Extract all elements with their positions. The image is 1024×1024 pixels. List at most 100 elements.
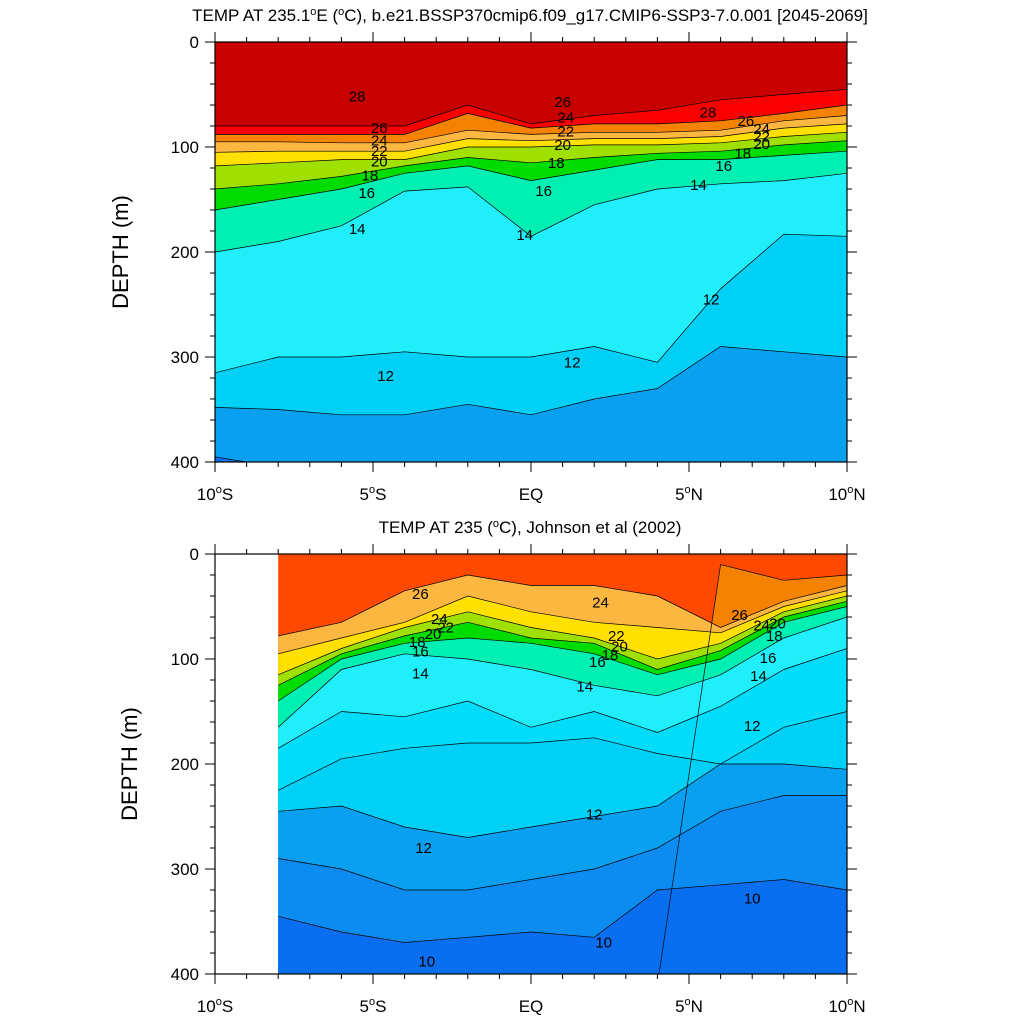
isotherm-13 xyxy=(278,648,847,749)
observation-contour-lines xyxy=(277,564,847,974)
contour-label: 16 xyxy=(715,158,732,175)
x-tick-label: EQ xyxy=(519,997,544,1016)
contour-label: 20 xyxy=(769,615,786,632)
contour-label: 26 xyxy=(731,607,748,624)
contour-label: 14 xyxy=(750,668,767,685)
contour-label: 14 xyxy=(576,678,593,695)
isotherm-18 xyxy=(278,600,847,686)
band-fill-10 xyxy=(278,879,847,974)
y-tick-label: 100 xyxy=(171,650,199,669)
contour-label: 24 xyxy=(431,611,448,628)
contour-label: 22 xyxy=(753,129,770,146)
model-contour-lines xyxy=(215,88,847,462)
isotherm-12 xyxy=(215,233,847,374)
model-panel-title: TEMP AT 235.1oE (oC), b.e21.BSSP370cmip6… xyxy=(192,6,868,25)
observation-y-axis-label: DEPTH (m) xyxy=(117,707,142,821)
isotherm-10.5 xyxy=(278,795,847,891)
contour-label: 22 xyxy=(437,620,454,637)
contour-label: 26 xyxy=(412,586,429,603)
x-tick-label: 10oN xyxy=(828,996,865,1016)
contour-label: 12 xyxy=(703,291,720,308)
contour-label: 18 xyxy=(548,155,565,172)
model-y-axis-ticks: 0 100 200 300 400 xyxy=(171,33,857,472)
contour-label: 18 xyxy=(409,634,426,651)
isotherm-20 xyxy=(215,131,847,167)
contour-label: 26 xyxy=(371,120,388,137)
contour-label: 16 xyxy=(358,185,375,202)
contour-label: 16 xyxy=(412,644,429,661)
contour-label: 12 xyxy=(744,718,761,735)
contour-label: 18 xyxy=(766,628,783,645)
contour-label: 14 xyxy=(690,177,707,194)
y-tick-label: 0 xyxy=(190,545,199,564)
isotherm-26 xyxy=(215,104,847,135)
observation-panel: TEMP AT 235 (oC), Johnson et al (2002) D… xyxy=(117,518,866,1016)
contour-label: 14 xyxy=(412,666,429,683)
contour-label: 14 xyxy=(349,221,366,238)
contour-label: 24 xyxy=(371,133,388,150)
contour-label: 16 xyxy=(589,654,606,671)
contour-label: 12 xyxy=(415,840,432,857)
contour-label: 24 xyxy=(753,617,770,634)
contour-label: 10 xyxy=(744,890,761,907)
contour-label: 18 xyxy=(602,647,619,664)
y-tick-label: 200 xyxy=(171,755,199,774)
x-tick-label: 5oS xyxy=(360,996,387,1016)
contour-label: 14 xyxy=(516,227,533,244)
isotherm-12 xyxy=(278,711,847,791)
contour-label: 10 xyxy=(418,953,435,970)
x-tick-label: 5oS xyxy=(360,484,387,504)
y-tick-label: 200 xyxy=(171,243,199,262)
x-tick-label: 10oS xyxy=(197,484,233,504)
x-tick-label: 10oN xyxy=(828,484,865,504)
isotherm-20 xyxy=(278,595,847,676)
y-tick-label: 100 xyxy=(171,138,199,157)
y-tick-label: 400 xyxy=(171,453,199,472)
model-y-axis-label: DEPTH (m) xyxy=(108,195,133,309)
isotherm-11 xyxy=(215,346,847,416)
y-tick-label: 300 xyxy=(171,860,199,879)
contour-label: 12 xyxy=(586,806,603,823)
y-tick-label: 400 xyxy=(171,965,199,984)
isotherm-22 xyxy=(215,123,847,153)
y-tick-label: 300 xyxy=(171,348,199,367)
contour-label: 20 xyxy=(371,154,388,171)
contour-label: 24 xyxy=(592,594,609,611)
contour-label: 26 xyxy=(738,113,755,130)
observation-y-axis-ticks: 0 100 200 300 400 xyxy=(171,545,857,984)
contour-label: 18 xyxy=(734,145,751,162)
isotherm-24 xyxy=(215,115,847,144)
observation-panel-title: TEMP AT 235 (oC), Johnson et al (2002) xyxy=(379,518,682,537)
isotherm-10 xyxy=(278,879,847,943)
contour-label: 20 xyxy=(425,626,442,643)
isotherm-22 xyxy=(278,590,847,655)
contour-label: 24 xyxy=(557,110,574,127)
contour-label: 20 xyxy=(753,136,770,153)
isotherm-18 xyxy=(215,140,847,190)
contour-label: 16 xyxy=(535,183,552,200)
band-fill-11 xyxy=(215,346,847,462)
observation-x-axis-ticks: 10oS 5oS EQ 5oN 10oN xyxy=(197,544,866,1016)
isotherm-11 xyxy=(278,763,847,838)
isotherm-28 xyxy=(215,88,847,127)
contour-label: 12 xyxy=(564,354,581,371)
contour-label: 24 xyxy=(753,121,770,138)
contour-label: 22 xyxy=(557,123,574,140)
contour-label: 22 xyxy=(608,628,625,645)
model-color-fills xyxy=(215,42,847,462)
x-tick-label: 10oS xyxy=(197,996,233,1016)
contour-label: 26 xyxy=(554,94,571,111)
contour-label: 18 xyxy=(361,167,378,184)
isotherm-26 xyxy=(658,564,847,974)
x-tick-label: EQ xyxy=(519,485,544,504)
contour-label: 10 xyxy=(595,935,612,952)
isotherm-16 xyxy=(215,150,847,211)
contour-label: 20 xyxy=(611,638,628,655)
isotherm-24 xyxy=(278,574,847,637)
contour-label: 22 xyxy=(371,143,388,160)
observation-color-fills xyxy=(278,554,847,974)
y-tick-label: 0 xyxy=(190,33,199,52)
isotherm-16 xyxy=(278,606,847,702)
